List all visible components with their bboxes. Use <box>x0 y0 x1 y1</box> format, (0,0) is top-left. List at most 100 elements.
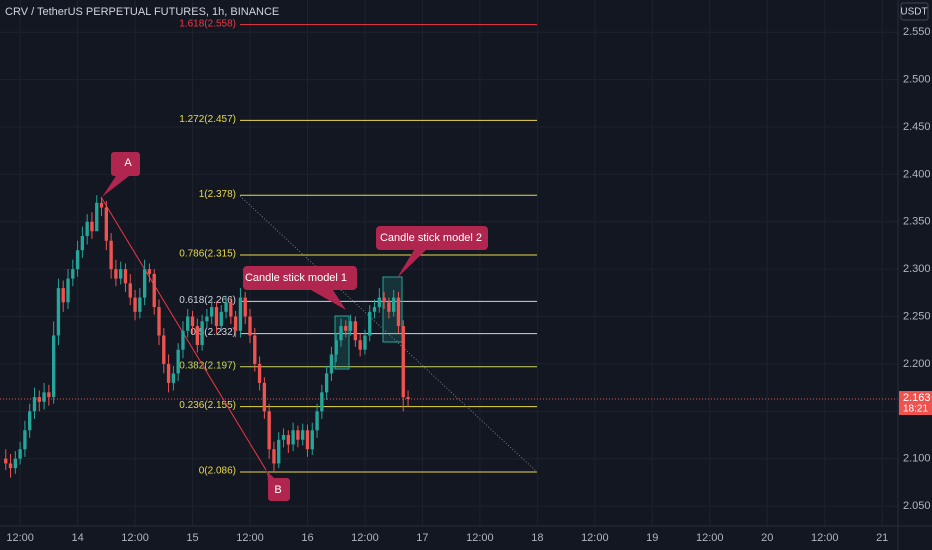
candle-body <box>368 311 372 336</box>
x-tick-label: 12:00 <box>6 532 34 544</box>
candle-body <box>253 335 257 364</box>
x-tick-label: 12:00 <box>696 532 724 544</box>
candle-body <box>272 449 276 464</box>
fib-label: 0.5(2.232) <box>190 327 236 338</box>
x-tick-label: 12:00 <box>581 532 609 544</box>
candle-body <box>123 269 128 284</box>
candle-body <box>401 326 405 398</box>
candle-body <box>42 392 46 402</box>
candle-body <box>267 411 271 450</box>
callout-bubble <box>376 226 488 278</box>
candle-body <box>114 269 118 279</box>
x-tick-label: 19 <box>646 532 658 544</box>
candle-body <box>18 449 22 459</box>
candle-body <box>348 321 353 331</box>
candle-body <box>90 221 94 232</box>
x-tick-label: 12:00 <box>236 532 264 544</box>
candles <box>4 195 410 478</box>
candle-body <box>310 430 314 450</box>
candle-body <box>104 207 108 241</box>
candle-body <box>358 340 362 350</box>
candle-body <box>315 411 319 431</box>
candle-body <box>157 307 161 336</box>
candle-body <box>190 316 195 327</box>
x-tick-label: 17 <box>416 532 428 544</box>
x-tick-label: 14 <box>71 532 83 544</box>
candle-body <box>162 335 166 364</box>
candle-body <box>296 430 300 440</box>
candle-body <box>80 235 85 251</box>
candle-body <box>382 297 386 303</box>
candle-body <box>301 430 305 440</box>
candle-body <box>138 297 142 312</box>
callouts: A B Candle stick model 1 Candle stick mo… <box>102 152 488 501</box>
candle-body <box>8 463 13 469</box>
candle-body <box>248 316 252 336</box>
callout-label: Candle stick model 2 <box>380 232 482 244</box>
candle-body <box>286 435 290 445</box>
y-tick-label: 2.550 <box>903 26 931 38</box>
candle-body <box>224 302 228 312</box>
candle-body <box>339 326 343 341</box>
x-tick-label: 15 <box>186 532 198 544</box>
candle-body <box>37 397 41 402</box>
candle-body <box>372 307 377 312</box>
last-price-label: 2.163 <box>903 392 931 404</box>
candle-body <box>205 316 209 322</box>
callout-label: Candle stick model 1 <box>245 272 347 284</box>
x-tick-label: 18 <box>531 532 543 544</box>
candle-body <box>238 297 243 331</box>
callout-bubble <box>266 470 290 501</box>
callout-bubble <box>243 266 357 310</box>
candle-body <box>377 297 381 308</box>
candle-body <box>4 458 8 464</box>
fib-label: 1.272(2.457) <box>179 114 236 125</box>
candle-body <box>387 302 391 312</box>
candle-body <box>334 340 338 355</box>
candle-body <box>281 435 286 440</box>
fib-label: 0.236(2.155) <box>179 400 236 411</box>
fib-label: 0.618(2.266) <box>179 295 236 306</box>
candle-body <box>392 297 396 312</box>
candle-body <box>214 307 219 327</box>
x-tick-label: 12:00 <box>351 532 379 544</box>
candle-body <box>61 288 65 303</box>
callout-bubble <box>102 152 140 197</box>
fib-levels: 1.618(2.558) 1.272(2.457) 1(2.378) 0.786(2.… <box>179 18 537 477</box>
candle-body <box>363 335 367 350</box>
candle-body <box>181 330 185 350</box>
candle-body <box>353 321 358 341</box>
candle-body <box>305 430 310 450</box>
x-tick-label: 12:00 <box>466 532 494 544</box>
candle-body <box>128 283 132 298</box>
candle-body <box>71 269 75 279</box>
candle-body <box>229 302 233 317</box>
candle-body <box>344 326 348 331</box>
y-tick-label: 2.100 <box>903 453 931 465</box>
candle-body <box>277 439 281 464</box>
y-tick-label: 2.350 <box>903 216 931 228</box>
candle-body <box>243 297 247 317</box>
candle-body <box>85 221 89 236</box>
y-tick-label: 2.300 <box>903 263 931 275</box>
candle-body <box>28 411 32 431</box>
candle-body <box>406 397 410 400</box>
candle-body <box>95 202 99 232</box>
y-tick-label: 2.200 <box>903 358 931 370</box>
candle-body <box>66 278 70 303</box>
callout-label: A <box>124 157 132 169</box>
candle-body <box>210 307 214 317</box>
candle-body <box>119 269 123 279</box>
last-price-box <box>899 391 932 416</box>
candle-body <box>147 269 152 274</box>
candle-body <box>13 458 18 469</box>
candle-body <box>176 349 180 374</box>
candle-body <box>32 397 37 412</box>
y-tick-label: 2.050 <box>903 500 931 512</box>
candle-body <box>233 316 238 331</box>
candle-body <box>200 321 204 345</box>
y-tick-label: 2.450 <box>903 121 931 133</box>
candle-body <box>257 363 262 383</box>
